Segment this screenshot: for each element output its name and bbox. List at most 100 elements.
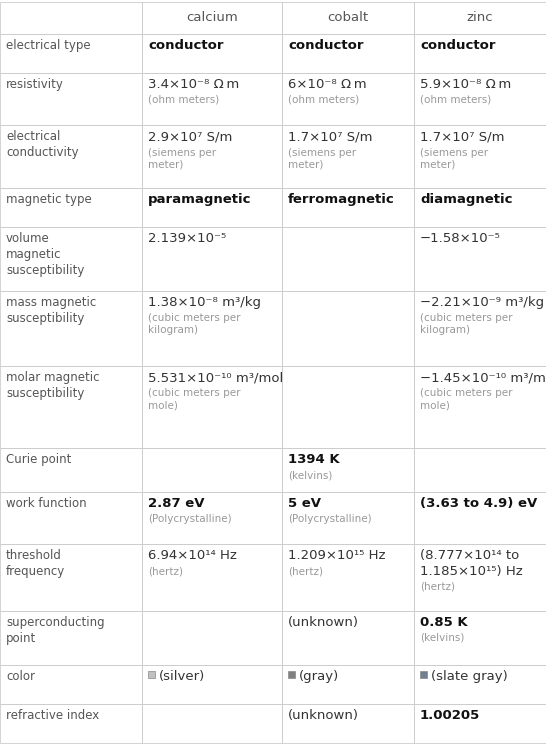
Bar xyxy=(142,291,282,367)
Text: 5.531×10⁻¹⁰ m³/mol: 5.531×10⁻¹⁰ m³/mol xyxy=(148,371,283,384)
Text: −1.45×10⁻¹⁰ m³/mol: −1.45×10⁻¹⁰ m³/mol xyxy=(420,371,546,384)
Text: (hertz): (hertz) xyxy=(148,566,183,577)
Text: molar magnetic
susceptibility: molar magnetic susceptibility xyxy=(6,371,99,400)
Text: color: color xyxy=(6,670,35,683)
Bar xyxy=(282,492,414,545)
Bar xyxy=(142,545,282,611)
Text: (Polycrystalline): (Polycrystalline) xyxy=(288,514,372,524)
Bar xyxy=(414,188,546,227)
Text: 2.9×10⁷ S/m: 2.9×10⁷ S/m xyxy=(148,130,233,143)
Text: work function: work function xyxy=(6,497,87,510)
Text: (hertz): (hertz) xyxy=(288,566,323,577)
Bar xyxy=(0,227,142,291)
Text: (ohm meters): (ohm meters) xyxy=(148,95,219,105)
Bar xyxy=(282,367,414,448)
Bar xyxy=(142,367,282,448)
Bar xyxy=(0,125,142,188)
Bar xyxy=(414,2,546,34)
Text: resistivity: resistivity xyxy=(6,77,64,91)
Bar xyxy=(288,671,295,679)
Bar xyxy=(414,448,546,492)
Bar xyxy=(0,34,142,73)
Text: 1.38×10⁻⁸ m³/kg: 1.38×10⁻⁸ m³/kg xyxy=(148,296,261,309)
Text: (8.777×10¹⁴ to
1.185×10¹⁵) Hz: (8.777×10¹⁴ to 1.185×10¹⁵) Hz xyxy=(420,549,523,578)
Bar xyxy=(414,611,546,665)
Bar xyxy=(414,73,546,125)
Text: (silver): (silver) xyxy=(159,670,205,683)
Bar xyxy=(282,73,414,125)
Bar xyxy=(142,125,282,188)
Bar xyxy=(142,704,282,743)
Text: Curie point: Curie point xyxy=(6,454,72,466)
Text: (3.63 to 4.9) eV: (3.63 to 4.9) eV xyxy=(420,497,537,510)
Bar xyxy=(0,545,142,611)
Bar xyxy=(282,665,414,704)
Bar xyxy=(414,665,546,704)
Text: conductor: conductor xyxy=(420,39,496,52)
Bar xyxy=(0,448,142,492)
Bar xyxy=(142,665,282,704)
Text: 1.7×10⁷ S/m: 1.7×10⁷ S/m xyxy=(420,130,505,143)
Text: (unknown): (unknown) xyxy=(288,615,359,629)
Bar xyxy=(414,367,546,448)
Bar xyxy=(420,671,427,679)
Text: calcium: calcium xyxy=(186,11,238,25)
Text: (ohm meters): (ohm meters) xyxy=(420,95,491,105)
Text: (hertz): (hertz) xyxy=(420,582,455,592)
Bar xyxy=(282,448,414,492)
Text: −1.58×10⁻⁵: −1.58×10⁻⁵ xyxy=(420,232,501,245)
Text: cobalt: cobalt xyxy=(328,11,369,25)
Bar xyxy=(0,492,142,545)
Bar xyxy=(282,291,414,367)
Text: −2.21×10⁻⁹ m³/kg: −2.21×10⁻⁹ m³/kg xyxy=(420,296,544,309)
Text: 2.139×10⁻⁵: 2.139×10⁻⁵ xyxy=(148,232,226,245)
Bar xyxy=(142,227,282,291)
Bar xyxy=(0,665,142,704)
Text: (Polycrystalline): (Polycrystalline) xyxy=(148,514,232,524)
Text: (siemens per
meter): (siemens per meter) xyxy=(420,148,488,170)
Bar xyxy=(142,73,282,125)
Text: 1.209×10¹⁵ Hz: 1.209×10¹⁵ Hz xyxy=(288,549,385,562)
Bar xyxy=(0,367,142,448)
Text: (slate gray): (slate gray) xyxy=(431,670,508,683)
Text: 6×10⁻⁸ Ω m: 6×10⁻⁸ Ω m xyxy=(288,77,366,91)
Bar xyxy=(0,2,142,34)
Text: 1.7×10⁷ S/m: 1.7×10⁷ S/m xyxy=(288,130,372,143)
Text: electrical type: electrical type xyxy=(6,39,91,52)
Text: electrical
conductivity: electrical conductivity xyxy=(6,130,79,159)
Bar xyxy=(142,492,282,545)
Bar xyxy=(414,492,546,545)
Bar xyxy=(414,125,546,188)
Text: (cubic meters per
mole): (cubic meters per mole) xyxy=(420,388,513,410)
Bar xyxy=(0,188,142,227)
Bar xyxy=(142,188,282,227)
Text: diamagnetic: diamagnetic xyxy=(420,193,513,206)
Text: (siemens per
meter): (siemens per meter) xyxy=(148,148,216,170)
Text: superconducting
point: superconducting point xyxy=(6,615,105,644)
Bar xyxy=(142,2,282,34)
Text: (gray): (gray) xyxy=(299,670,339,683)
Bar xyxy=(282,545,414,611)
Text: refractive index: refractive index xyxy=(6,709,99,722)
Text: 2.87 eV: 2.87 eV xyxy=(148,497,205,510)
Bar xyxy=(142,34,282,73)
Text: 1.00205: 1.00205 xyxy=(420,709,480,722)
Text: (cubic meters per
mole): (cubic meters per mole) xyxy=(148,388,240,410)
Bar xyxy=(414,545,546,611)
Bar xyxy=(142,611,282,665)
Text: paramagnetic: paramagnetic xyxy=(148,193,252,206)
Text: 5.9×10⁻⁸ Ω m: 5.9×10⁻⁸ Ω m xyxy=(420,77,511,91)
Bar xyxy=(282,611,414,665)
Text: magnetic type: magnetic type xyxy=(6,193,92,206)
Bar xyxy=(282,125,414,188)
Bar xyxy=(0,704,142,743)
Bar xyxy=(282,227,414,291)
Text: zinc: zinc xyxy=(467,11,494,25)
Text: (ohm meters): (ohm meters) xyxy=(288,95,359,105)
Text: ferromagnetic: ferromagnetic xyxy=(288,193,395,206)
Text: (cubic meters per
kilogram): (cubic meters per kilogram) xyxy=(420,313,513,335)
Bar xyxy=(414,34,546,73)
Text: (siemens per
meter): (siemens per meter) xyxy=(288,148,356,170)
Text: 5 eV: 5 eV xyxy=(288,497,321,510)
Text: 3.4×10⁻⁸ Ω m: 3.4×10⁻⁸ Ω m xyxy=(148,77,239,91)
